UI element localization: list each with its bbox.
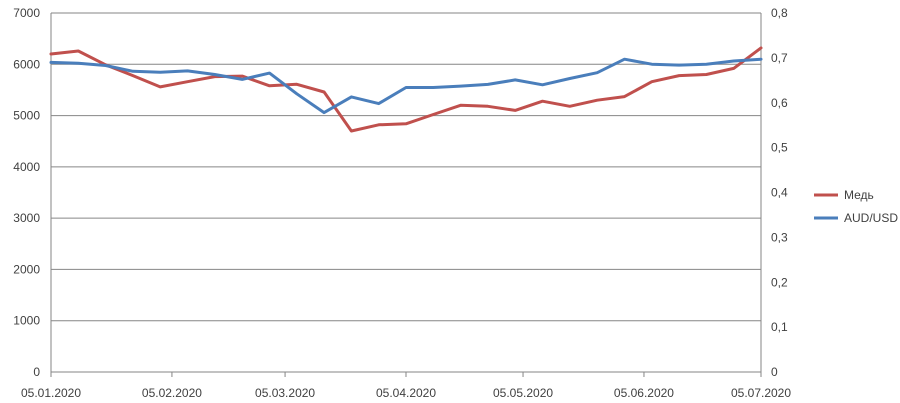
left-y-tick-label: 4000 <box>13 160 40 174</box>
left-y-tick-label: 3000 <box>13 211 40 225</box>
legend-label: AUD/USD <box>844 211 898 225</box>
left-y-tick-label: 1000 <box>13 314 40 328</box>
left-y-tick-label: 6000 <box>13 57 40 71</box>
right-y-tick-label: 0,8 <box>771 6 788 20</box>
gridlines <box>51 63 761 322</box>
right-y-tick-label: 0,1 <box>771 320 788 334</box>
right-y-tick-label: 0,3 <box>771 230 788 244</box>
x-tick-label: 05.06.2020 <box>614 386 674 400</box>
left-y-tick-label: 7000 <box>13 6 40 20</box>
legend-label: Медь <box>844 188 874 202</box>
x-tick-label: 05.05.2020 <box>493 386 553 400</box>
right-y-tick-label: 0,2 <box>771 275 788 289</box>
x-tick-label: 05.04.2020 <box>376 386 436 400</box>
x-axis-ticks: 05.01.2020 05.02.2020 05.03.2020 05.04.2020… <box>21 372 791 400</box>
right-y-axis-labels: 0 0,1 0,2 0,3 0,4 0,5 0,6 0,7 0,8 <box>771 6 788 379</box>
x-tick-label: 05.01.2020 <box>21 386 81 400</box>
left-y-tick-label: 2000 <box>13 262 40 276</box>
x-tick-label: 05.02.2020 <box>142 386 202 400</box>
series-lines <box>49 46 763 133</box>
right-y-tick-label: 0,7 <box>771 51 788 65</box>
x-tick-label: 05.07.2020 <box>731 386 791 400</box>
right-y-tick-label: 0 <box>771 365 778 379</box>
right-y-tick-label: 0,6 <box>771 96 788 110</box>
legend: Медь AUD/USD <box>814 188 898 225</box>
right-y-tick-label: 0,5 <box>771 141 788 155</box>
left-y-tick-label: 5000 <box>13 109 40 123</box>
series-line-audusd <box>49 57 763 115</box>
x-tick-label: 05.03.2020 <box>255 386 315 400</box>
axes <box>50 12 762 373</box>
left-y-axis-labels: 0 1000 2000 3000 4000 5000 6000 7000 <box>13 6 40 379</box>
right-y-tick-label: 0,4 <box>771 186 788 200</box>
series-line-copper <box>49 46 763 133</box>
left-y-tick-label: 0 <box>33 365 40 379</box>
